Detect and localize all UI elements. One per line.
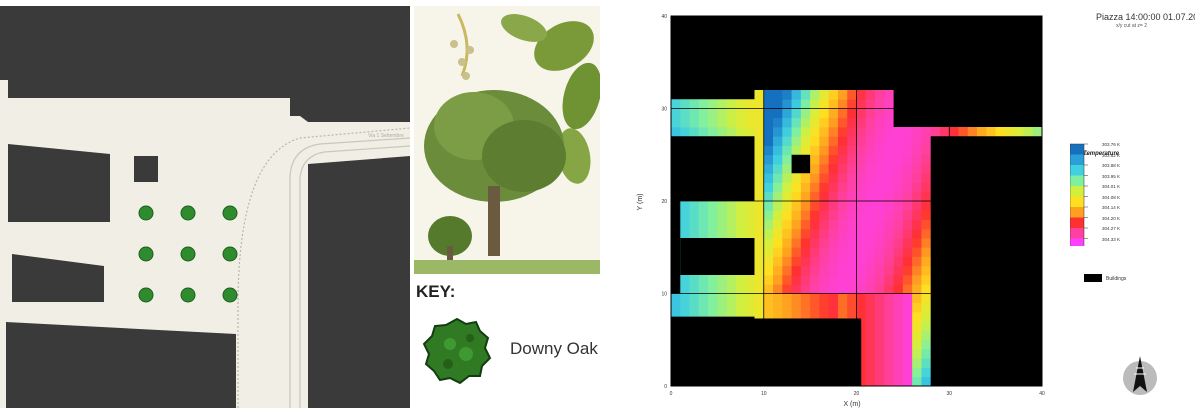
simulation-subtitle: x/y cut at z= 2 — [1116, 23, 1147, 29]
oak-leaves-icon — [450, 13, 602, 184]
buildings-label: Buildings — [1106, 276, 1127, 282]
key-title: KEY: — [416, 282, 456, 301]
building-cell — [930, 136, 1042, 386]
building-west-1 — [8, 144, 110, 222]
legend-tick-label: 303.88 K — [1102, 163, 1121, 168]
temperature-heatmap: 0 10 20 30 40 0 10 20 30 40 X (m) Y (m) — [637, 14, 1045, 408]
x-tick-label: 0 — [670, 391, 673, 397]
road-curb — [289, 137, 411, 408]
kiosk-building — [134, 156, 158, 182]
building-west-2 — [12, 254, 104, 302]
x-axis-label: X (m) — [843, 401, 860, 408]
road-curb-2 — [299, 145, 411, 408]
tree-marker — [222, 287, 238, 303]
y-tick-label: 0 — [664, 384, 667, 390]
legend-tick-label: 303.76 K — [1102, 142, 1121, 147]
tree-marker — [180, 287, 196, 303]
y-tick-label: 40 — [661, 14, 667, 20]
heatmap-grid — [670, 15, 1043, 387]
north-arrow-icon — [1123, 356, 1157, 395]
legend-swatch — [1070, 238, 1084, 246]
legend-swatch — [1070, 144, 1084, 155]
legend-title: Pot. Temperature — [1070, 151, 1120, 157]
x-tick-label: 20 — [854, 391, 860, 397]
legend-swatch — [1070, 165, 1084, 176]
legend-tick-label: 304.14 K — [1102, 205, 1121, 210]
oak-tree-icon — [422, 317, 492, 385]
legend-tick-label: 304.01 K — [1102, 184, 1121, 189]
legend-swatch — [1070, 228, 1084, 239]
tree-marker — [138, 246, 154, 262]
legend-swatch — [1070, 154, 1084, 166]
heatmap-axes: 0 10 20 30 40 0 10 20 30 40 — [661, 14, 1045, 397]
building-cell — [671, 136, 755, 201]
legend-tick-label: 304.08 K — [1102, 194, 1121, 200]
y-tick-label: 20 — [661, 199, 667, 205]
building-cell — [671, 90, 755, 100]
y-axis-label: Y (m) — [637, 194, 644, 211]
legend-colorbar — [1070, 143, 1088, 246]
site-plan-map: Via 1 Settembre — [0, 6, 411, 408]
legend-tick-label: 304.27 K — [1102, 226, 1121, 231]
road-edge — [237, 127, 411, 408]
building-cell — [671, 201, 681, 294]
oak-tree-icon — [414, 90, 600, 274]
tree-marker — [180, 205, 196, 221]
building-north — [0, 6, 410, 122]
legend-swatch — [1070, 175, 1084, 187]
tree-group — [138, 205, 238, 303]
tree-marker — [138, 205, 154, 221]
legend-swatch — [1070, 196, 1084, 208]
legend-swatch — [1070, 186, 1084, 197]
x-tick-label: 30 — [946, 391, 952, 397]
key-panel: KEY: Downy Oak — [414, 6, 602, 408]
legend-tick-label: 304.20 K — [1102, 215, 1121, 221]
y-tick-label: 30 — [661, 107, 667, 113]
buildings-swatch — [1084, 274, 1102, 282]
key-item-label: Downy Oak — [510, 339, 598, 358]
y-tick-label: 10 — [661, 292, 667, 298]
oak-illustration — [414, 6, 602, 274]
legend-tick-label: 304.33 K — [1102, 236, 1121, 242]
x-tick-label: 10 — [761, 391, 767, 397]
legend-swatch — [1070, 207, 1084, 218]
tree-marker — [222, 205, 238, 221]
building-southwest — [6, 322, 236, 408]
building-cell — [791, 154, 811, 174]
tree-marker — [138, 287, 154, 303]
x-tick-label: 40 — [1039, 391, 1045, 397]
simulation-panel: 0 10 20 30 40 0 10 20 30 40 X (m) Y (m) Piazza 14… — [620, 6, 1195, 408]
legend-swatch — [1070, 217, 1084, 229]
tree-marker — [180, 246, 196, 262]
site-plan: Via 1 Settembre — [0, 6, 411, 408]
simulation-title: Piazza 14:00:00 01.07.2010 — [1096, 12, 1195, 22]
legend-tick-label: 303.95 K — [1102, 173, 1121, 179]
tree-marker — [222, 246, 238, 262]
building-cell — [680, 238, 755, 275]
building-east — [308, 156, 410, 408]
legend-tick-label: 303.82 K — [1102, 152, 1121, 158]
street-label: Via 1 Settembre — [368, 133, 404, 139]
